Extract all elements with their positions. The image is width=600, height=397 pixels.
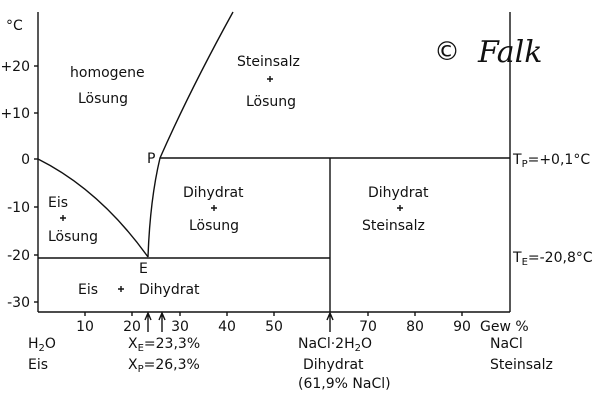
x-tick: 70 <box>359 319 377 335</box>
symbol: X <box>128 357 138 373</box>
water-formula: H2O <box>28 336 56 354</box>
x-tick: 50 <box>265 319 283 335</box>
region-label: Dihydrat <box>368 185 429 201</box>
point-label: P <box>147 151 155 167</box>
level-labels: TP=+0,1°C TE=-20,8°C <box>512 152 593 268</box>
y-tick: -20 <box>7 248 30 264</box>
x-tick: 20 <box>123 319 141 335</box>
region-label: Lösung <box>189 218 239 234</box>
text: =+0,1°C <box>528 152 591 168</box>
region-label: Steinsalz <box>362 218 425 234</box>
xp-label: XP=26,3% <box>128 357 200 375</box>
x-unit: Gew % <box>480 319 529 335</box>
axis-labels: °C +20 +10 0 -10 -20 -30 10 20 30 40 50 … <box>0 18 528 335</box>
x-tick: 30 <box>171 319 189 335</box>
subscript: 2 <box>39 343 45 354</box>
symbol: T <box>512 152 522 168</box>
region-label: Lösung <box>78 91 128 107</box>
tp-label: TP=+0,1°C <box>512 152 590 170</box>
xe-label: XE=23,3% <box>128 336 200 354</box>
subscript: P <box>138 364 144 375</box>
salt-formula: NaCl <box>490 336 523 352</box>
water-name: Eis <box>28 357 48 373</box>
subscript: 2 <box>355 343 361 354</box>
region-label: Eis <box>48 195 68 211</box>
text: =23,3% <box>144 336 200 352</box>
plus-markers <box>60 76 403 292</box>
text: =-20,8°C <box>528 250 593 266</box>
region-labels: homogene Lösung Steinsalz Lösung Dihydra… <box>48 54 429 298</box>
te-label: TE=-20,8°C <box>512 250 593 268</box>
copyright-symbol: © <box>434 37 460 67</box>
symbol: X <box>128 336 138 352</box>
point-label: E <box>139 261 148 277</box>
salt-name: Steinsalz <box>490 357 553 373</box>
copyright: © Falk <box>434 35 542 70</box>
text: H <box>28 336 39 352</box>
region-label: Lösung <box>48 229 98 245</box>
dihydrate-composition: (61,9% NaCl) <box>298 376 391 392</box>
region-label: Dihydrat <box>139 282 200 298</box>
y-tick: 0 <box>21 152 30 168</box>
x-tick: 10 <box>76 319 94 335</box>
dihydrate-formula: NaCl·2H2O <box>298 336 372 354</box>
arrows <box>144 311 334 332</box>
x-tick: 40 <box>218 319 236 335</box>
x-tick: 90 <box>453 319 471 335</box>
subscript: E <box>138 343 144 354</box>
y-unit: °C <box>6 18 23 34</box>
y-tick: -10 <box>7 200 30 216</box>
region-label: Steinsalz <box>237 54 300 70</box>
text: =26,3% <box>144 357 200 373</box>
dihydrate-name: Dihydrat <box>303 357 364 373</box>
y-tick: -30 <box>7 295 30 311</box>
y-tick: +20 <box>0 59 30 75</box>
subscript: P <box>522 159 528 170</box>
text: O <box>45 336 56 352</box>
x-tick: 80 <box>406 319 424 335</box>
bottom-labels: H2O Eis XE=23,3% XP=26,3% NaCl·2H2O Dihy… <box>28 336 553 392</box>
region-label: Eis <box>78 282 98 298</box>
region-label: Lösung <box>246 94 296 110</box>
frame <box>34 11 511 332</box>
subscript: E <box>522 257 528 268</box>
y-tick: +10 <box>0 106 30 122</box>
text: O <box>361 336 372 352</box>
text: NaCl·2H <box>298 336 355 352</box>
region-label: Dihydrat <box>183 185 244 201</box>
ticks <box>34 65 463 316</box>
signature: Falk <box>477 35 542 70</box>
region-label: homogene <box>70 65 145 81</box>
symbol: T <box>512 250 522 266</box>
